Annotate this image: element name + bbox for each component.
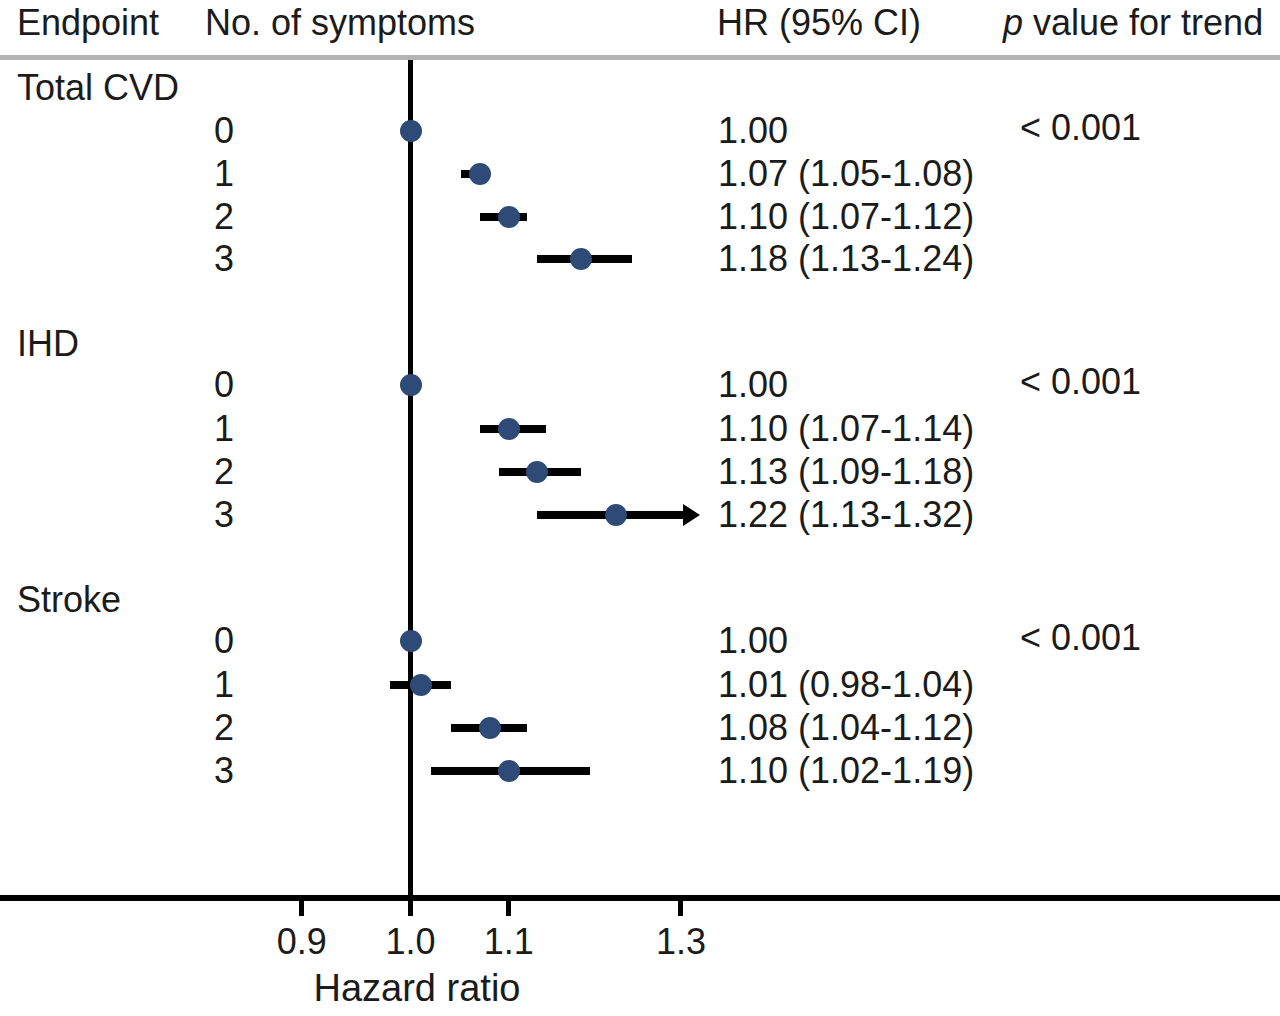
- hr-ci-value: 1.10 (1.07-1.14): [718, 407, 974, 451]
- symptom-count-label: 2: [188, 706, 260, 750]
- symptom-count-label: 1: [188, 407, 260, 451]
- hr-point-marker: [498, 760, 520, 782]
- p-trend-value: < 0.001: [1020, 360, 1141, 404]
- hr-point-marker: [410, 674, 432, 696]
- hr-point-marker: [605, 504, 627, 526]
- symptom-count-label: 1: [188, 152, 260, 196]
- header-separator-line: [0, 55, 1280, 60]
- hr-ci-value: 1.01 (0.98-1.04): [718, 663, 974, 707]
- hr-ci-value: 1.10 (1.07-1.12): [718, 195, 974, 239]
- symptom-count-label: 0: [188, 109, 260, 153]
- axis-tick-0.9: [299, 900, 304, 916]
- hr-ci-value: 1.07 (1.05-1.08): [718, 152, 974, 196]
- hr-ci-value: 1.00: [718, 363, 788, 407]
- hr-ci-value: 1.00: [718, 109, 788, 153]
- x-axis-title: Hazard ratio: [207, 966, 627, 1010]
- endpoint-label: IHD: [17, 322, 79, 366]
- column-header-hr-ci: HR (95% CI): [717, 1, 921, 45]
- hr-point-marker: [400, 120, 422, 142]
- hr-point-marker: [526, 461, 548, 483]
- p-italic: p: [1003, 2, 1023, 43]
- axis-tick-1.0: [408, 900, 413, 916]
- hr-ci-value: 1.08 (1.04-1.12): [718, 706, 974, 750]
- hr-point-marker: [498, 206, 520, 228]
- axis-tick-1.1: [506, 900, 511, 916]
- symptom-count-label: 2: [188, 450, 260, 494]
- p-trend-value: < 0.001: [1020, 616, 1141, 660]
- x-axis-line: [0, 895, 1280, 901]
- endpoint-label: Total CVD: [17, 66, 179, 110]
- symptom-count-label: 1: [188, 663, 260, 707]
- p-rest: value for trend: [1023, 2, 1263, 43]
- hr-ci-value: 1.22 (1.13-1.32): [718, 493, 974, 537]
- hr-point-marker: [400, 374, 422, 396]
- ci-arrow-right: [683, 504, 700, 526]
- hr-ci-value: 1.18 (1.13-1.24): [718, 237, 974, 281]
- axis-tick-1.3: [678, 900, 683, 916]
- column-header-endpoint: Endpoint: [17, 1, 159, 45]
- hr-ci-value: 1.10 (1.02-1.19): [718, 749, 974, 793]
- reference-line: [408, 60, 413, 898]
- symptom-count-label: 2: [188, 195, 260, 239]
- p-trend-value: < 0.001: [1020, 106, 1141, 150]
- axis-tick-label-0.9: 0.9: [242, 922, 362, 962]
- hr-point-marker: [469, 163, 491, 185]
- endpoint-label: Stroke: [17, 578, 121, 622]
- hr-point-marker: [570, 248, 592, 270]
- hr-ci-value: 1.00: [718, 619, 788, 663]
- symptom-count-label: 3: [188, 237, 260, 281]
- forest-plot: Endpoint No. of symptoms HR (95% CI) p v…: [0, 0, 1280, 1016]
- hr-ci-value: 1.13 (1.09-1.18): [718, 450, 974, 494]
- hr-point-marker: [400, 630, 422, 652]
- symptom-count-label: 0: [188, 619, 260, 663]
- column-header-symptoms: No. of symptoms: [205, 1, 475, 45]
- hr-point-marker: [479, 717, 501, 739]
- symptom-count-label: 0: [188, 363, 260, 407]
- symptom-count-label: 3: [188, 493, 260, 537]
- column-header-p-trend: p value for trend: [1003, 1, 1263, 45]
- symptom-count-label: 3: [188, 749, 260, 793]
- axis-tick-label-1.1: 1.1: [449, 922, 569, 962]
- axis-tick-label-1.3: 1.3: [621, 922, 741, 962]
- hr-point-marker: [498, 418, 520, 440]
